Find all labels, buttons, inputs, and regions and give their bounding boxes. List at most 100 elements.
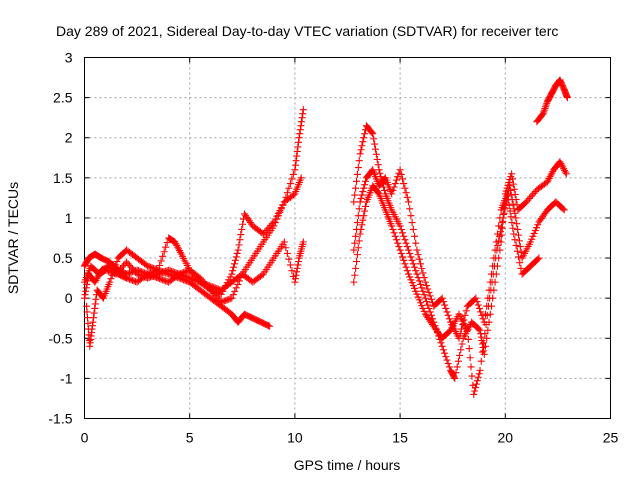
data-point	[438, 342, 446, 350]
data-point	[361, 181, 369, 189]
data-point	[561, 168, 569, 176]
data-point	[92, 295, 100, 303]
data-point	[90, 314, 98, 322]
data-point	[353, 177, 361, 185]
data-point	[283, 189, 291, 197]
data-point	[514, 225, 522, 233]
data-point	[425, 288, 433, 296]
data-point	[476, 366, 484, 374]
chart-title: Day 289 of 2021, Sidereal Day-to-day VTE…	[56, 23, 558, 39]
data-point	[358, 142, 366, 150]
data-point	[352, 232, 360, 240]
data-point	[454, 357, 462, 365]
data-point	[157, 275, 165, 283]
data-point	[515, 231, 523, 239]
data-point	[112, 261, 120, 269]
data-point	[159, 276, 167, 284]
data-point	[458, 340, 466, 348]
data-point	[444, 311, 452, 319]
data-point	[136, 271, 144, 279]
data-point	[399, 229, 407, 237]
data-point	[466, 354, 474, 362]
data-point	[414, 251, 422, 259]
data-point	[489, 262, 497, 270]
data-point	[464, 335, 472, 343]
data-point	[178, 269, 186, 277]
data-point	[154, 270, 162, 278]
data-point	[232, 284, 240, 292]
data-point	[515, 237, 523, 245]
data-point	[107, 275, 115, 283]
data-point	[396, 166, 404, 174]
data-point	[129, 276, 137, 284]
data-point	[217, 298, 225, 306]
data-point	[511, 190, 519, 198]
data-point	[283, 249, 291, 257]
data-point	[156, 270, 164, 278]
data-point	[493, 230, 501, 238]
data-point	[81, 294, 88, 302]
data-point	[356, 150, 364, 158]
data-point	[417, 260, 425, 268]
data-point	[109, 269, 117, 277]
data-point	[473, 377, 481, 385]
data-point	[285, 184, 293, 192]
data-point	[127, 263, 135, 271]
data-point	[413, 246, 421, 254]
y-tick-labels: -1.5 -1 -0.5 0 0.5 1 1.5 2 2.5 3	[48, 50, 72, 427]
data-point	[299, 106, 307, 114]
data-point	[507, 191, 515, 199]
data-point	[231, 287, 239, 295]
data-point	[418, 284, 426, 292]
data-point	[491, 246, 499, 254]
data-point	[439, 298, 447, 306]
data-point	[229, 267, 237, 275]
data-point	[266, 322, 274, 330]
data-point	[492, 238, 500, 246]
data-point	[427, 295, 435, 303]
data-point	[392, 236, 400, 244]
data-point	[534, 255, 542, 263]
data-point	[453, 363, 461, 371]
data-point	[145, 263, 153, 271]
data-point	[563, 94, 571, 102]
data-point	[148, 264, 156, 272]
data-point	[478, 311, 486, 319]
data-point	[477, 333, 485, 341]
data-point	[228, 270, 236, 278]
data-point	[508, 219, 516, 227]
data-point	[475, 325, 483, 333]
data-point	[513, 247, 521, 255]
plot-frame	[84, 57, 611, 419]
data-point	[414, 274, 422, 282]
data-point	[421, 278, 429, 286]
data-point	[407, 212, 415, 220]
data-point	[291, 278, 299, 286]
data-point	[175, 270, 183, 278]
data-point	[421, 294, 429, 302]
data-point	[371, 140, 379, 148]
data-point	[442, 304, 450, 312]
data-point	[258, 271, 266, 279]
data-point	[351, 191, 359, 199]
data-point	[127, 276, 135, 284]
data-point	[102, 266, 110, 274]
data-point	[512, 241, 520, 249]
data-point	[452, 369, 460, 377]
data-point	[443, 356, 451, 364]
data-point	[423, 298, 431, 306]
data-point	[390, 183, 398, 191]
data-point	[375, 166, 383, 174]
data-point	[352, 264, 360, 272]
data-point	[211, 291, 219, 299]
data-point	[504, 196, 512, 204]
data-point	[292, 157, 300, 165]
data-point	[280, 238, 288, 246]
data-point	[141, 273, 149, 281]
data-point	[441, 349, 449, 357]
data-point	[216, 296, 224, 304]
data-point	[412, 267, 420, 275]
data-point	[506, 186, 514, 194]
data-point	[353, 225, 361, 233]
data-point	[299, 110, 307, 118]
